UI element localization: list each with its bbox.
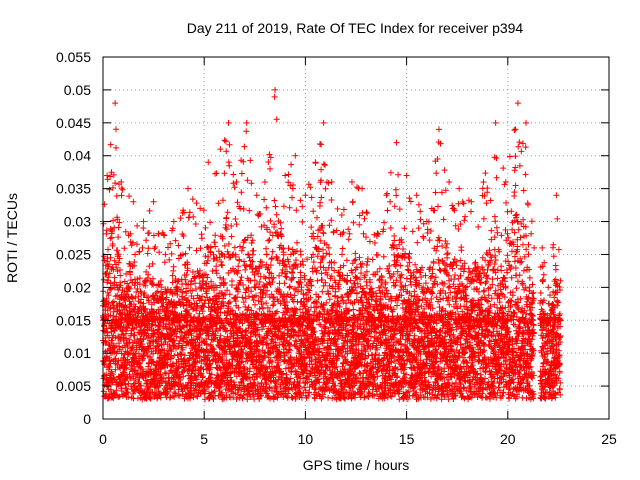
- y-axis-label: ROTI / TECUs: [4, 193, 20, 283]
- y-tick-labels: 0 0.005 0.01 0.015 0.02 0.025 0.03 0.035 0.04 0.0…: [56, 49, 91, 427]
- y-tick-label: 0.005: [56, 378, 91, 394]
- y-tick-label: 0.035: [56, 181, 91, 197]
- y-tick-label: 0.045: [56, 115, 91, 131]
- x-tick-label: 20: [500, 431, 516, 447]
- x-tick-label: 5: [200, 431, 208, 447]
- x-tick-label: 15: [399, 431, 415, 447]
- y-tick-label: 0.01: [64, 345, 91, 361]
- y-tick-label: 0.025: [56, 246, 91, 262]
- y-tick-label: 0.015: [56, 312, 91, 328]
- x-axis-label: GPS time / hours: [303, 457, 410, 473]
- x-tick-labels: 0 5 10 15 20 25: [99, 431, 617, 447]
- y-tick-label: 0.04: [64, 148, 91, 164]
- y-tick-label: 0.02: [64, 279, 91, 295]
- x-tick-label: 10: [298, 431, 314, 447]
- plot-frame: [102, 56, 610, 420]
- roti-scatter-markers: [99, 86, 564, 403]
- y-tick-label: 0: [83, 411, 91, 427]
- y-tick-label: 0.03: [64, 214, 91, 230]
- chart-title: Day 211 of 2019, Rate Of TEC Index for r…: [187, 20, 524, 36]
- data-points: [99, 86, 564, 403]
- y-tick-label: 0.055: [56, 49, 91, 65]
- x-tick-label: 0: [99, 431, 107, 447]
- x-tick-label: 25: [601, 431, 617, 447]
- y-tick-label: 0.05: [64, 82, 91, 98]
- axis-ticks: [102, 56, 610, 420]
